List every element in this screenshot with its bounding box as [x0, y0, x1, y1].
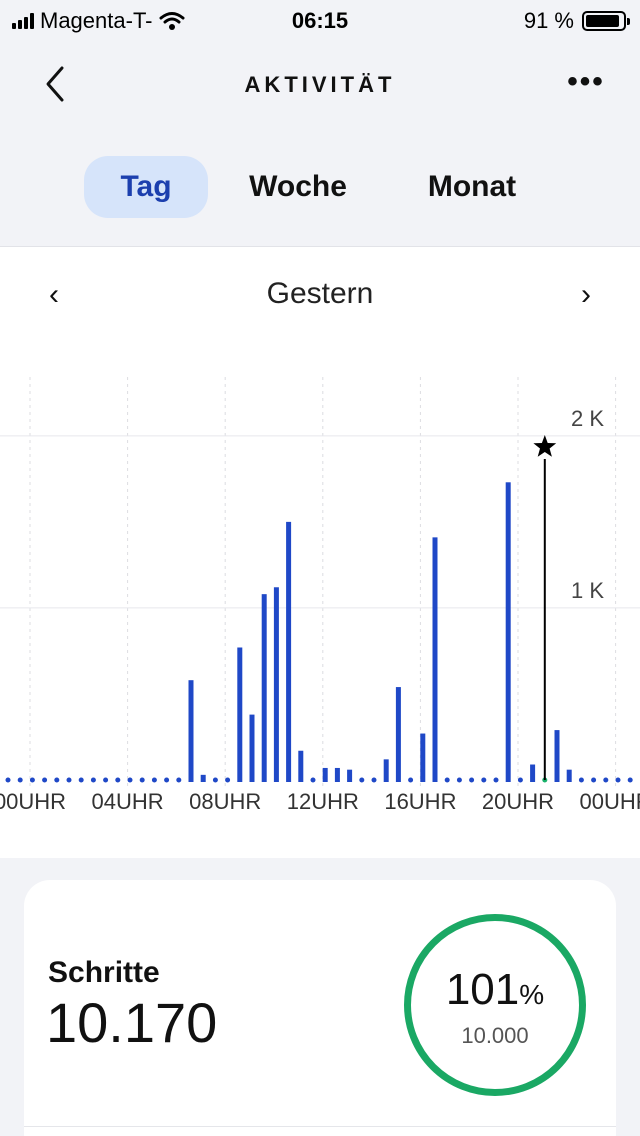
steps-value: 10.170 [46, 991, 218, 1054]
bar [164, 777, 170, 783]
x-tick-label: 08UHR [189, 789, 261, 814]
bar [530, 764, 536, 782]
next-day-button[interactable]: › [581, 278, 591, 311]
goal-value: 10.000 [461, 1023, 529, 1048]
chart-panel: ‹ Gestern › 1 K 2 K 00UHR 04UHR 08UHR 12UHR 16… [0, 246, 640, 858]
bar [103, 777, 109, 783]
x-tick-label: 12UHR [287, 789, 359, 814]
goal-percent-sign: % [519, 979, 545, 1010]
steps-label: Schritte [48, 956, 160, 989]
bar-padding-dot [591, 777, 597, 783]
nav-bar: AKTIVITÄT ••• [0, 50, 640, 120]
bar-padding-dot [603, 777, 609, 783]
x-tick-label: 04UHR [92, 789, 164, 814]
bar [420, 733, 426, 782]
battery-icon [582, 11, 630, 31]
goal-progress-ring: 101% 10.000 [404, 914, 586, 1096]
y-tick-label: 2 K [571, 406, 604, 431]
bar [151, 777, 157, 783]
bar [469, 777, 475, 783]
bar [310, 777, 316, 783]
steps-chart[interactable]: 1 K 2 K 00UHR 04UHR 08UHR 12UHR 16UHR 20UHR 00UH… [0, 357, 640, 817]
date-label: Gestern [266, 277, 374, 310]
bar [78, 777, 84, 783]
more-options-button[interactable]: ••• [566, 67, 606, 97]
tab-tag[interactable]: Tag [84, 156, 208, 218]
bar [383, 759, 389, 782]
x-tick-label: 16UHR [384, 789, 456, 814]
bar [359, 777, 365, 783]
bar [176, 777, 182, 783]
tab-monat[interactable]: Monat [427, 170, 517, 203]
bar [237, 647, 243, 782]
bar [54, 777, 60, 783]
previous-day-button[interactable]: ‹ [49, 278, 59, 311]
divider [24, 1126, 616, 1127]
bar [188, 680, 194, 782]
x-tick-label: 00UHR [0, 789, 66, 814]
bar-padding-dot [627, 777, 633, 783]
bar [517, 777, 523, 783]
signal-icon [12, 13, 34, 29]
bar [554, 730, 560, 782]
bar [5, 777, 11, 783]
bar [371, 777, 377, 783]
bar [273, 587, 279, 782]
bar [322, 767, 328, 782]
bar [200, 774, 206, 782]
clock: 06:15 [291, 8, 349, 33]
bar [249, 714, 255, 782]
bar [42, 777, 48, 783]
x-tick-label: 00UHR [580, 789, 640, 814]
bar [334, 767, 340, 782]
goal-percent-value: 101 [445, 965, 520, 1014]
bar [395, 687, 401, 782]
page-title: AKTIVITÄT [244, 72, 396, 97]
bar [212, 777, 218, 783]
bar [444, 777, 450, 783]
bar [347, 769, 353, 782]
battery-percent: 91 % [523, 8, 574, 33]
carrier-name: Magenta-T- [40, 8, 153, 33]
bar [456, 777, 462, 783]
bar [90, 777, 96, 783]
x-tick-label: 20UHR [482, 789, 554, 814]
steps-card[interactable]: Schritte 10.170 101% 10.000 [24, 880, 616, 1136]
bar [432, 537, 438, 782]
bar [29, 777, 35, 783]
status-bar: Magenta-T- 06:15 91 % [0, 0, 640, 40]
bar [286, 521, 292, 782]
bar [578, 777, 584, 783]
goal-percent: 101% [411, 965, 579, 1015]
chevron-left-icon [46, 66, 64, 102]
y-tick-label: 1 K [571, 578, 604, 603]
tab-woche[interactable]: Woche [249, 170, 347, 203]
bar [225, 777, 231, 783]
star-icon [533, 435, 557, 457]
bar [505, 482, 511, 782]
bar [261, 594, 267, 782]
bar-padding-dot [615, 777, 621, 783]
bar [17, 777, 23, 783]
bar [66, 777, 72, 783]
bar [298, 750, 304, 782]
wifi-icon [159, 12, 184, 30]
bar [127, 777, 133, 783]
bar [115, 777, 121, 783]
more-icon: ••• [567, 65, 605, 98]
bar [139, 777, 145, 783]
period-tabs: Tag Woche Monat [0, 156, 640, 220]
bar [408, 777, 414, 783]
bar [481, 777, 487, 783]
date-navigator: ‹ Gestern › [0, 267, 640, 323]
bar [493, 777, 499, 783]
bar [566, 769, 572, 782]
back-button[interactable] [38, 64, 74, 104]
